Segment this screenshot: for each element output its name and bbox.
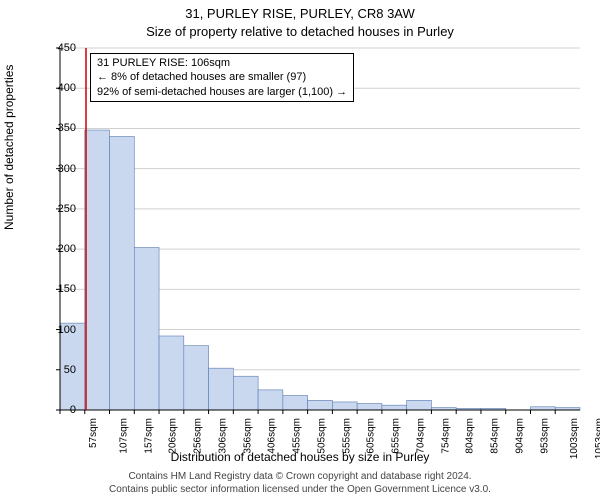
chart-title-line2: Size of property relative to detached ho… bbox=[0, 24, 600, 39]
histogram-bar bbox=[382, 405, 407, 410]
histogram-bar bbox=[407, 400, 432, 410]
x-tick-label: 455sqm bbox=[292, 418, 303, 454]
y-tick-label: 150 bbox=[42, 283, 76, 295]
x-axis-label: Distribution of detached houses by size … bbox=[0, 450, 600, 464]
chart-container: 31, PURLEY RISE, PURLEY, CR8 3AW Size of… bbox=[0, 0, 600, 500]
footer-line1: Contains HM Land Registry data © Crown c… bbox=[0, 470, 600, 483]
x-tick-label: 854sqm bbox=[490, 418, 501, 454]
x-tick-label: 704sqm bbox=[415, 418, 426, 454]
y-tick-label: 200 bbox=[42, 243, 76, 255]
x-tick-label: 406sqm bbox=[267, 418, 278, 454]
footer-attribution: Contains HM Land Registry data © Crown c… bbox=[0, 470, 600, 496]
histogram-bar bbox=[85, 130, 110, 410]
y-tick-label: 300 bbox=[42, 163, 76, 175]
y-tick-label: 0 bbox=[42, 404, 76, 416]
histogram-bar bbox=[233, 376, 258, 410]
x-tick-label: 555sqm bbox=[341, 418, 352, 454]
x-tick-label: 107sqm bbox=[118, 418, 129, 454]
y-tick-label: 400 bbox=[42, 82, 76, 94]
histogram-bar bbox=[258, 390, 283, 410]
chart-title-line1: 31, PURLEY RISE, PURLEY, CR8 3AW bbox=[0, 6, 600, 21]
annotation-line1: 31 PURLEY RISE: 106sqm bbox=[97, 56, 347, 70]
y-tick-label: 250 bbox=[42, 203, 76, 215]
x-tick-label: 655sqm bbox=[391, 418, 402, 454]
x-tick-label: 157sqm bbox=[143, 418, 154, 454]
histogram-bar bbox=[184, 346, 209, 410]
y-tick-label: 100 bbox=[42, 324, 76, 336]
x-tick-label: 57sqm bbox=[88, 418, 99, 448]
histogram-bar bbox=[357, 404, 382, 410]
x-tick-label: 206sqm bbox=[168, 418, 179, 454]
y-tick-label: 50 bbox=[42, 364, 76, 376]
histogram-bar bbox=[308, 400, 333, 410]
plot-area: 31 PURLEY RISE: 106sqm ← 8% of detached … bbox=[60, 48, 580, 410]
histogram-svg bbox=[60, 48, 580, 410]
y-tick-label: 450 bbox=[42, 42, 76, 54]
x-tick-label: 256sqm bbox=[193, 418, 204, 454]
x-tick-label: 904sqm bbox=[515, 418, 526, 454]
x-tick-label: 804sqm bbox=[465, 418, 476, 454]
histogram-bar bbox=[159, 336, 184, 410]
annotation-box: 31 PURLEY RISE: 106sqm ← 8% of detached … bbox=[90, 53, 354, 102]
x-tick-label: 754sqm bbox=[440, 418, 451, 454]
x-tick-label: 356sqm bbox=[242, 418, 253, 454]
histogram-bar bbox=[110, 136, 135, 410]
annotation-line3: 92% of semi-detached houses are larger (… bbox=[97, 85, 347, 99]
annotation-line2: ← 8% of detached houses are smaller (97) bbox=[97, 70, 347, 84]
x-tick-label: 306sqm bbox=[217, 418, 228, 454]
y-axis-label: Number of detached properties bbox=[2, 65, 16, 230]
x-tick-label: 505sqm bbox=[316, 418, 327, 454]
footer-line2: Contains public sector information licen… bbox=[0, 483, 600, 496]
histogram-bar bbox=[332, 402, 357, 410]
x-tick-label: 605sqm bbox=[366, 418, 377, 454]
histogram-bar bbox=[209, 368, 234, 410]
histogram-bar bbox=[134, 248, 159, 410]
histogram-bar bbox=[283, 396, 308, 410]
x-tick-label: 953sqm bbox=[539, 418, 550, 454]
y-tick-label: 350 bbox=[42, 122, 76, 134]
